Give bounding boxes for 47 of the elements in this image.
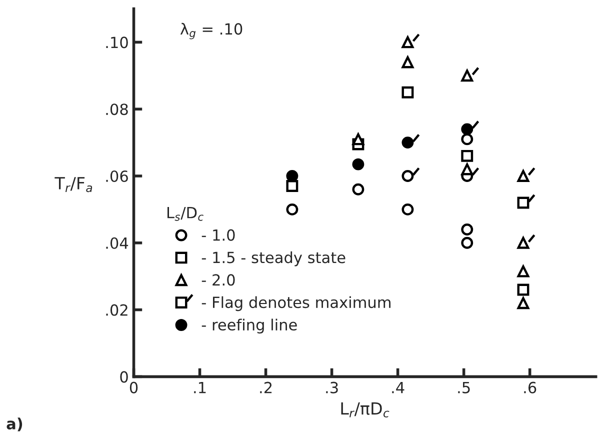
y-tick-label: .06 [106, 170, 128, 182]
point [461, 70, 474, 82]
annotation: λ$_{g}$ = .10 [180, 22, 242, 40]
y-tick-label: .04 [106, 237, 128, 249]
text: a) [6, 418, 22, 432]
point [286, 203, 298, 216]
point [461, 133, 474, 146]
x-tick-label: 0 [130, 382, 138, 394]
point [286, 180, 298, 192]
point [352, 158, 364, 170]
point [402, 56, 414, 68]
y-tick-label: 0 [120, 371, 128, 383]
point [352, 133, 364, 146]
legend-label: - 1.0 [202, 229, 235, 241]
x-tick-label: .5 [458, 382, 470, 394]
point [402, 203, 414, 216]
legend-label: - 2.0 [202, 274, 235, 286]
legend-label: - reefing line [202, 318, 297, 334]
point [517, 196, 530, 209]
point [461, 236, 474, 249]
point [352, 183, 364, 196]
point [461, 123, 474, 136]
point [517, 236, 530, 249]
y-axis-title: T$_{r}$/F$_{a}$ [54, 177, 92, 192]
x-tick-label: .2 [260, 382, 272, 394]
y-tick-label: .08 [106, 104, 128, 116]
point [517, 170, 530, 182]
point [402, 170, 414, 182]
x-tick-label: .4 [392, 382, 404, 394]
point [517, 265, 530, 278]
legend-label: - 1.5 - steady state [202, 251, 346, 266]
legend-title: L$_{s}$/D$_{c}$ [167, 207, 204, 221]
y-tick-label: .10 [106, 36, 128, 48]
x-tick-label: .1 [194, 382, 206, 394]
point [402, 136, 414, 149]
point [461, 224, 474, 236]
legend-label: - Flag denotes maximum [202, 296, 390, 312]
x-axis-title: L$_{r}$/πD$_{c}$ [341, 402, 390, 418]
point [517, 297, 530, 310]
point [517, 284, 530, 296]
y-tick-label: .02 [106, 304, 128, 316]
point [402, 36, 414, 48]
x-tick-label: .6 [524, 382, 536, 394]
point [402, 86, 414, 98]
x-tick-label: .3 [326, 382, 338, 394]
point [461, 150, 474, 162]
point [461, 163, 474, 176]
